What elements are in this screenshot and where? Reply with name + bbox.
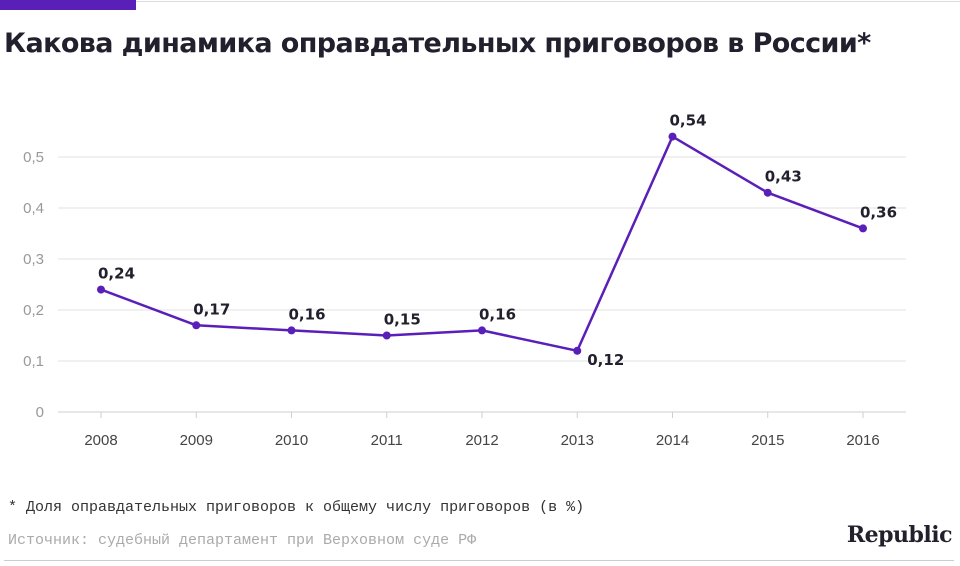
data-label: 0,17 bbox=[193, 300, 230, 318]
x-tick-label: 2011 bbox=[371, 432, 403, 449]
accent-bar bbox=[0, 0, 136, 10]
x-tick-label: 2010 bbox=[275, 432, 308, 449]
data-point bbox=[478, 326, 486, 335]
data-label: 0,36 bbox=[860, 203, 897, 221]
x-tick-label: 2012 bbox=[465, 432, 498, 449]
data-label: 0,15 bbox=[384, 311, 421, 329]
data-label: 0,24 bbox=[98, 265, 135, 283]
top-divider bbox=[136, 1, 960, 2]
x-tick-label: 2008 bbox=[84, 432, 117, 449]
chart-title: Какова динамика оправдательных приговоро… bbox=[4, 28, 871, 59]
data-point bbox=[382, 331, 391, 340]
y-tick-label: 0,2 bbox=[23, 302, 44, 319]
source-note: Источник: судебный департамент при Верхо… bbox=[8, 532, 477, 549]
data-point bbox=[763, 188, 772, 197]
data-point bbox=[97, 285, 105, 294]
footnote: * Доля оправдательных приговоров к общем… bbox=[8, 499, 585, 516]
y-tick-label: 0,5 bbox=[23, 149, 44, 166]
data-point bbox=[668, 132, 677, 141]
data-point bbox=[573, 346, 582, 355]
y-tick-label: 0,4 bbox=[23, 200, 44, 217]
x-tick-label: 2015 bbox=[751, 432, 784, 449]
x-tick-label: 2016 bbox=[846, 432, 879, 449]
republic-logo: Republic bbox=[846, 522, 953, 548]
x-tick-label: 2013 bbox=[561, 432, 594, 449]
x-tick-label: 2014 bbox=[656, 432, 689, 449]
data-point bbox=[192, 321, 201, 330]
x-tick-label: 2009 bbox=[180, 432, 213, 449]
y-tick-label: 0 bbox=[36, 404, 44, 421]
data-label: 0,12 bbox=[587, 351, 624, 369]
y-tick-label: 0,1 bbox=[23, 353, 44, 370]
data-label: 0,43 bbox=[765, 168, 802, 186]
data-label: 0,54 bbox=[670, 112, 707, 130]
data-label: 0,16 bbox=[479, 305, 516, 323]
data-point bbox=[287, 326, 296, 335]
bottom-divider bbox=[4, 560, 954, 561]
y-tick-label: 0,3 bbox=[23, 251, 44, 268]
data-point bbox=[859, 224, 867, 233]
data-label: 0,16 bbox=[289, 305, 326, 323]
